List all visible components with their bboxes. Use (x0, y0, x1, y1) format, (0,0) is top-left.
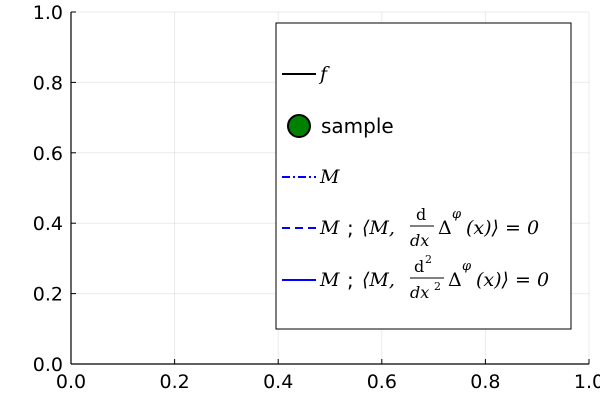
legend-label-m: M (319, 166, 340, 188)
x-tick-label-5: 1.0 (574, 371, 600, 393)
y-tick-label-0: 0.0 (33, 354, 63, 376)
x-tick-label-0: 0.0 (56, 371, 86, 393)
x-tick-label-4: 0.8 (470, 371, 500, 393)
axes (70, 11, 590, 365)
svg-text:2: 2 (425, 253, 432, 266)
y-tick-label-1: 0.2 (33, 284, 63, 306)
legend-label-sample: sample (321, 114, 394, 138)
svg-text:dx: dx (410, 231, 429, 250)
x-tick-label-2: 0.4 (263, 371, 293, 393)
svg-text:M: M (319, 217, 340, 239)
legend-label-f: f (318, 63, 330, 85)
legend-marker-sample (287, 114, 311, 138)
svg-text:⟨M,: ⟨M, (362, 269, 395, 291)
legend-label-m-first-derivative: M ; ⟨M, d dx Δ φ (x)⟩ = 0 (319, 205, 539, 250)
y-tick-label-4: 0.8 (33, 72, 63, 94)
y-tick-label-2: 0.4 (33, 213, 63, 235)
y-tick-label-3: 0.6 (33, 143, 63, 165)
x-tick-label-3: 0.6 (367, 371, 397, 393)
svg-text:(x)⟩ = 0: (x)⟩ = 0 (476, 269, 549, 291)
svg-text:φ: φ (452, 207, 462, 222)
svg-text:;: ; (347, 216, 354, 240)
legend-label-m-second-derivative: M ; ⟨M, d 2 dx 2 Δ φ (x)⟩ = 0 (319, 253, 549, 302)
y-tick-label-5: 1.0 (33, 2, 63, 24)
svg-text:dx: dx (410, 283, 429, 302)
svg-text:d: d (414, 257, 424, 276)
svg-text:Δ: Δ (438, 217, 452, 239)
svg-text:⟨M,: ⟨M, (362, 217, 395, 239)
svg-text:(x)⟩ = 0: (x)⟩ = 0 (466, 217, 539, 239)
svg-text:M: M (319, 269, 340, 291)
svg-text:Δ: Δ (448, 269, 462, 291)
tick-labels: 0.0 0.2 0.4 0.6 0.8 1.0 0.0 0.2 0.4 0.6 0.8 1.0 (33, 2, 600, 393)
svg-text:2: 2 (434, 280, 441, 293)
svg-text:φ: φ (462, 259, 472, 274)
svg-text:d: d (416, 205, 426, 224)
svg-text:;: ; (347, 268, 354, 292)
x-tick-label-1: 0.2 (159, 371, 189, 393)
legend: f sample M M ; ⟨M, d dx Δ φ (x)⟩ = 0 M ;… (275, 22, 572, 330)
